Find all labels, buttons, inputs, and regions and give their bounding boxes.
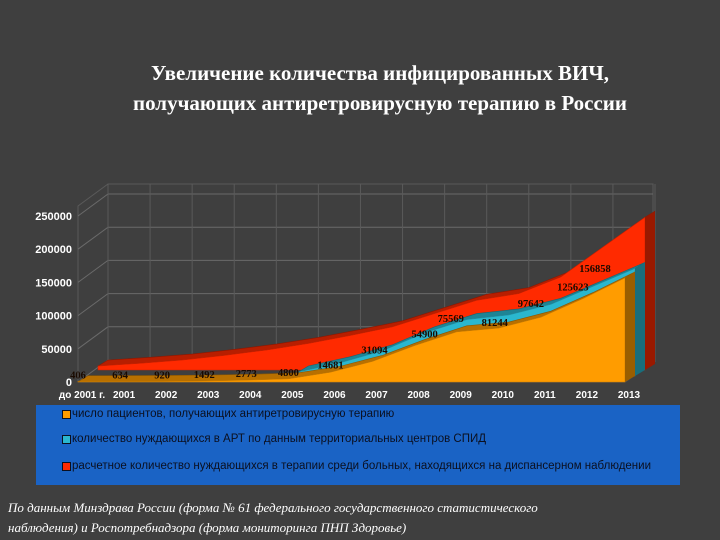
data-label: 1492	[194, 370, 215, 381]
source-note: По данным Минздрава России (форма № 61 ф…	[8, 498, 708, 538]
x-tick-label: до 2001 г.	[59, 390, 105, 401]
x-tick-label: 2002	[155, 390, 178, 401]
series-area-0	[77, 277, 626, 383]
source-line2: наблюдения) и Роспотребнадзора (форма мо…	[8, 520, 407, 535]
series-side-face	[635, 262, 645, 376]
data-label: 634	[112, 371, 129, 382]
x-tick-label: 2011	[534, 390, 556, 401]
chart-title-line1: Увеличение количества инфицированных ВИЧ…	[150, 61, 610, 85]
y-tick-label: 100000	[35, 311, 72, 323]
data-label: 125623	[557, 283, 589, 294]
x-tick-label: 2004	[239, 390, 262, 401]
data-label: 54900	[411, 330, 437, 341]
x-tick-label: 2008	[407, 390, 430, 401]
x-tick-label: 2001	[113, 390, 136, 401]
x-tick-label: 2005	[281, 390, 304, 401]
y-tick-label: 50000	[41, 344, 72, 356]
data-label: 4800	[278, 368, 299, 379]
legend-label-orange: число пациентов, получающих антиретровир…	[72, 408, 395, 420]
legend-label-teal: количество нуждающихся в АРТ по данным т…	[72, 433, 487, 445]
y-tick-label: 250000	[35, 211, 72, 223]
data-label: 156858	[579, 264, 611, 275]
x-tick-label: 2006	[323, 390, 346, 401]
data-label: 31094	[361, 345, 388, 356]
data-label: 75569	[438, 314, 464, 325]
chart-legend: число пациентов, получающих антиретровир…	[36, 405, 680, 485]
series-side-face	[645, 211, 655, 370]
data-label: 97642	[518, 299, 544, 310]
legend-swatch-orange	[62, 410, 71, 419]
y-tick-label: 200000	[35, 244, 72, 256]
chart-title-line2: получающих антиретровирусную терапию в Р…	[132, 91, 627, 115]
data-label: 81244	[482, 318, 509, 329]
chart-title: Увеличение количества инфицированных ВИЧ…	[40, 58, 720, 118]
x-tick-label: 2010	[492, 390, 515, 401]
chart-area: 0 50000 100000 150000 200000 250000 до 2001 г.…	[35, 183, 656, 401]
x-tick-label: 2013	[618, 390, 641, 401]
x-tick-label: 2003	[197, 390, 220, 401]
gridline	[77, 193, 653, 217]
gridline	[77, 226, 653, 250]
data-label: 920	[154, 370, 170, 381]
data-label: 14681	[317, 360, 343, 371]
source-line1: По данным Минздрава России (форма № 61 ф…	[8, 500, 538, 515]
legend-swatch-teal	[62, 435, 71, 444]
y-tick-label: 150000	[35, 277, 72, 289]
y-tick-label: 0	[66, 377, 72, 389]
legend-label-red: расчетное количество нуждающихся в терап…	[72, 460, 651, 472]
x-tick-label: 2012	[576, 390, 599, 401]
x-tick-label: 2009	[450, 390, 473, 401]
series-side-face	[625, 271, 635, 382]
data-label: 2773	[236, 369, 257, 380]
legend-swatch-red	[62, 462, 71, 471]
data-label: 406	[70, 371, 86, 382]
x-tick-label: 2007	[365, 390, 388, 401]
